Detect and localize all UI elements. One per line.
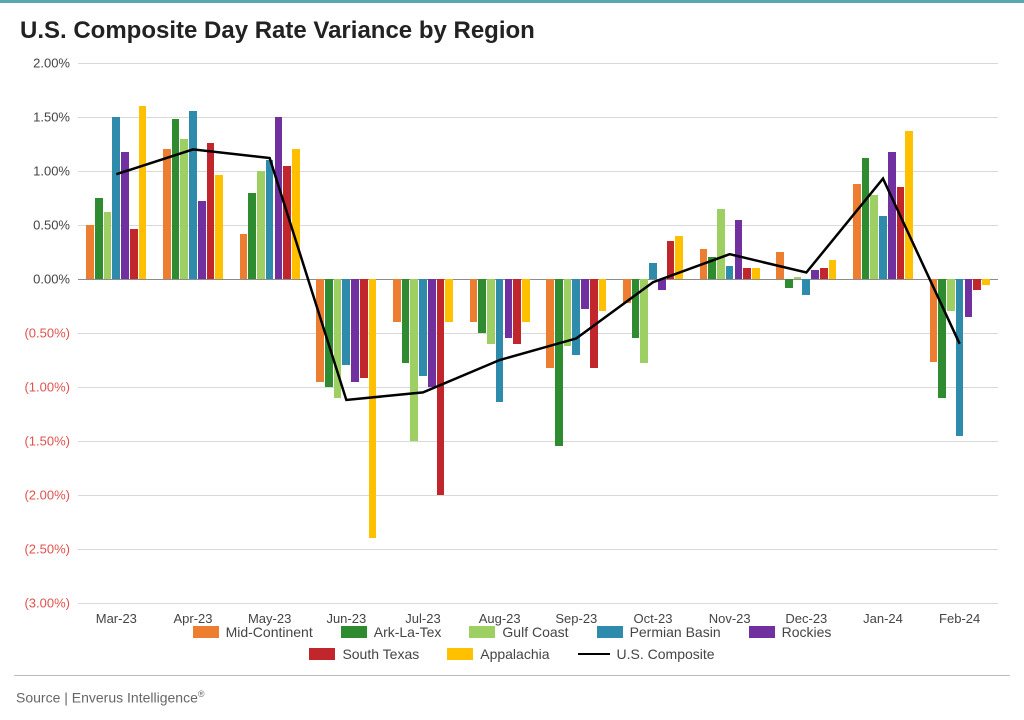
- legend-item: Permian Basin: [597, 624, 721, 640]
- legend-swatch: [193, 626, 219, 638]
- legend-label: Ark-La-Tex: [374, 624, 442, 640]
- legend-swatch: [341, 626, 367, 638]
- source-text: Source | Enverus Intelligence: [16, 690, 198, 706]
- y-axis-tick-label: (1.00%): [24, 380, 70, 395]
- legend-swatch: [749, 626, 775, 638]
- legend-label: Gulf Coast: [502, 624, 568, 640]
- legend-label: Rockies: [782, 624, 832, 640]
- source-attribution: Source | Enverus Intelligence®: [16, 689, 205, 706]
- legend-row-2: South Texas Appalachia U.S. Composite: [309, 646, 714, 662]
- composite-line-layer: [78, 63, 998, 603]
- legend-label: South Texas: [342, 646, 419, 662]
- legend-item: U.S. Composite: [578, 646, 715, 662]
- y-axis-tick-label: (3.00%): [24, 596, 70, 611]
- gridline: [78, 603, 998, 604]
- y-axis-tick-label: 0.50%: [33, 218, 70, 233]
- y-axis-tick-label: (2.00%): [24, 488, 70, 503]
- legend-swatch: [309, 648, 335, 660]
- plot-area: 2.00%1.50%1.00%0.50%0.00%(0.50%)(1.00%)(…: [78, 63, 998, 603]
- chart-frame: U.S. Composite Day Rate Variance by Regi…: [0, 0, 1024, 720]
- y-axis-tick-label: 0.00%: [33, 272, 70, 287]
- y-axis-tick-label: 1.50%: [33, 110, 70, 125]
- legend-line-swatch: [578, 653, 610, 655]
- y-axis-tick-label: (0.50%): [24, 326, 70, 341]
- legend-item: South Texas: [309, 646, 419, 662]
- registered-mark: ®: [198, 689, 205, 699]
- legend-label: U.S. Composite: [617, 646, 715, 662]
- legend-swatch: [447, 648, 473, 660]
- composite-line: [116, 149, 959, 400]
- legend-label: Mid-Continent: [226, 624, 313, 640]
- footer-divider: [14, 675, 1010, 676]
- legend-swatch: [597, 626, 623, 638]
- legend-item: Ark-La-Tex: [341, 624, 442, 640]
- legend-label: Appalachia: [480, 646, 549, 662]
- chart-title: U.S. Composite Day Rate Variance by Regi…: [20, 17, 535, 45]
- legend-row-1: Mid-Continent Ark-La-Tex Gulf Coast Permian…: [193, 624, 832, 640]
- legend-item: Mid-Continent: [193, 624, 313, 640]
- legend: Mid-Continent Ark-La-Tex Gulf Coast Permian…: [0, 624, 1024, 662]
- y-axis-tick-label: (2.50%): [24, 542, 70, 557]
- legend-label: Permian Basin: [630, 624, 721, 640]
- legend-item: Rockies: [749, 624, 832, 640]
- legend-swatch: [469, 626, 495, 638]
- legend-item: Appalachia: [447, 646, 549, 662]
- legend-item: Gulf Coast: [469, 624, 568, 640]
- y-axis-tick-label: (1.50%): [24, 434, 70, 449]
- y-axis-tick-label: 2.00%: [33, 56, 70, 71]
- y-axis-tick-label: 1.00%: [33, 164, 70, 179]
